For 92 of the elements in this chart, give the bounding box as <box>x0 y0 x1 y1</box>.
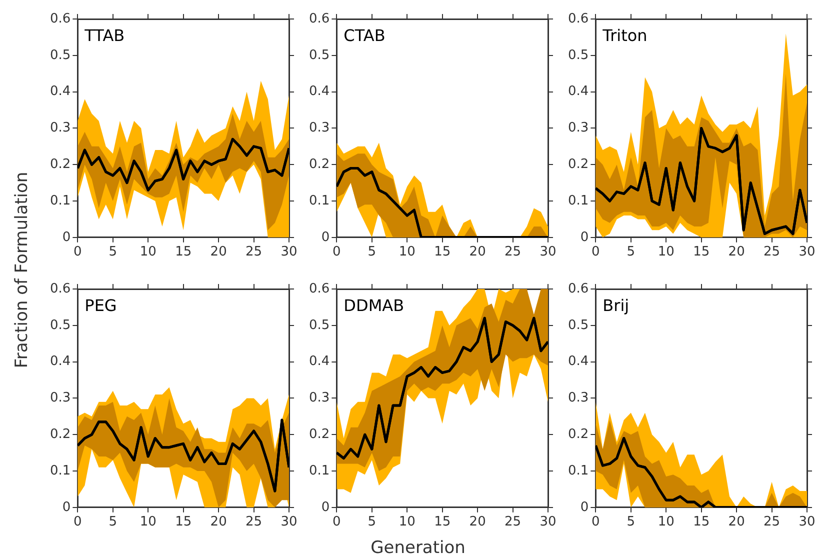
y-tick-label: 0.1 <box>50 193 71 208</box>
text: Brij <box>602 296 630 316</box>
x-tick-label: 5 <box>626 514 636 530</box>
x-tick-label: 5 <box>626 244 636 260</box>
y-tick-label: 0.6 <box>50 281 71 296</box>
x-tick-label: 15 <box>175 244 192 260</box>
y-tick-label: 0.5 <box>568 48 589 63</box>
y-tick-label: 0.1 <box>568 463 589 478</box>
text: TTAB <box>84 26 125 46</box>
x-tick-label: 15 <box>434 514 451 530</box>
y-tick-label: 0.4 <box>568 84 589 100</box>
y-tick-label: 0.2 <box>568 426 589 442</box>
x-tick-label: 10 <box>658 244 674 260</box>
y-tick-label: 0.3 <box>308 390 330 406</box>
x-tick-label: 20 <box>728 244 745 260</box>
y-tick-label: 0.1 <box>50 463 71 478</box>
x-tick-label: 10 <box>398 514 416 530</box>
y-tick-label: 0.6 <box>568 11 589 26</box>
x-tick-label: 5 <box>108 514 118 530</box>
text: Triton <box>602 26 648 46</box>
y-tick-label: 0.4 <box>308 84 330 100</box>
y-tick-label: 0.6 <box>308 11 330 26</box>
y-tick-label: 0.2 <box>308 426 330 442</box>
x-tick-label: 15 <box>693 244 710 260</box>
y-tick-label: 0.6 <box>568 281 589 296</box>
y-tick-label: 0.5 <box>568 318 589 333</box>
y-tick-label: 0.3 <box>308 120 330 136</box>
x-tick-label: 0 <box>592 514 600 530</box>
y-tick-label: 0.1 <box>308 193 330 208</box>
x-tick-label: 20 <box>469 514 486 530</box>
y-tick-label: 0.2 <box>568 156 589 172</box>
y-tick-label: 0.1 <box>308 463 330 478</box>
text: CTAB <box>344 26 386 46</box>
y-tick-label: 0.3 <box>50 390 71 406</box>
y-tick-label: 0.6 <box>308 281 330 296</box>
y-tick-label: 0.5 <box>308 318 330 333</box>
x-tick-label: 10 <box>658 514 674 530</box>
x-tick-label: 0 <box>332 514 341 530</box>
x-tick-label: 15 <box>434 244 451 260</box>
y-tick-label: 0.6 <box>50 11 71 26</box>
x-tick-label: 5 <box>108 244 118 260</box>
y-tick-label: 0.2 <box>308 156 330 172</box>
x-tick-label: 0 <box>74 514 82 530</box>
x-tick-label: 30 <box>280 244 298 260</box>
y-tick-label: 0.4 <box>50 354 71 370</box>
x-tick-label: 5 <box>368 514 376 530</box>
y-tick-label: 0.5 <box>50 318 71 333</box>
x-tick-label: 25 <box>246 244 262 260</box>
x-tick-label: 20 <box>210 514 227 530</box>
x-tick-label: 15 <box>693 514 710 530</box>
y-tick-label: 0 <box>321 230 330 245</box>
y-tick-label: 0.3 <box>568 390 589 406</box>
y-tick-label: 0.3 <box>50 120 71 136</box>
y-axis-title: Fraction of Formulation <box>12 172 32 368</box>
x-tick-label: 30 <box>798 514 816 530</box>
x-tick-label: 30 <box>540 514 556 530</box>
y-tick-label: 0.5 <box>50 48 71 63</box>
y-tick-label: 0.4 <box>568 354 589 370</box>
x-tick-label: 25 <box>504 514 522 530</box>
x-tick-label: 25 <box>764 244 780 260</box>
x-tick-label: 20 <box>469 244 486 260</box>
y-tick-label: 0.4 <box>308 354 330 370</box>
y-tick-label: 0.2 <box>50 156 71 172</box>
y-tick-label: 0.5 <box>308 48 330 63</box>
x-tick-label: 25 <box>504 244 522 260</box>
text: DDMAB <box>344 296 404 316</box>
x-tick-label: 20 <box>210 244 227 260</box>
x-tick-label: 0 <box>592 244 600 260</box>
y-tick-label: 0 <box>321 500 330 515</box>
x-tick-label: 25 <box>764 514 780 530</box>
x-tick-label: 15 <box>175 514 192 530</box>
y-tick-label: 0 <box>580 500 589 515</box>
x-tick-label: 25 <box>246 514 262 530</box>
y-tick-label: 0.4 <box>50 84 71 100</box>
x-tick-label: 10 <box>398 244 416 260</box>
x-tick-label: 0 <box>332 244 341 260</box>
y-tick-label: 0 <box>62 230 71 245</box>
x-tick-label: 30 <box>280 514 298 530</box>
x-tick-label: 10 <box>140 244 156 260</box>
y-tick-label: 0.3 <box>568 120 589 136</box>
y-tick-label: 0 <box>580 230 589 245</box>
x-axis-title: Generation <box>370 538 466 558</box>
y-tick-label: 0.1 <box>568 193 589 208</box>
x-tick-label: 0 <box>74 244 82 260</box>
y-tick-label: 0 <box>62 500 71 515</box>
x-tick-label: 20 <box>728 514 745 530</box>
x-tick-label: 10 <box>140 514 156 530</box>
y-tick-label: 0.2 <box>50 426 71 442</box>
x-tick-label: 5 <box>368 244 376 260</box>
x-tick-label: 30 <box>798 244 816 260</box>
x-tick-label: 30 <box>540 244 556 260</box>
text: PEG <box>84 296 117 316</box>
